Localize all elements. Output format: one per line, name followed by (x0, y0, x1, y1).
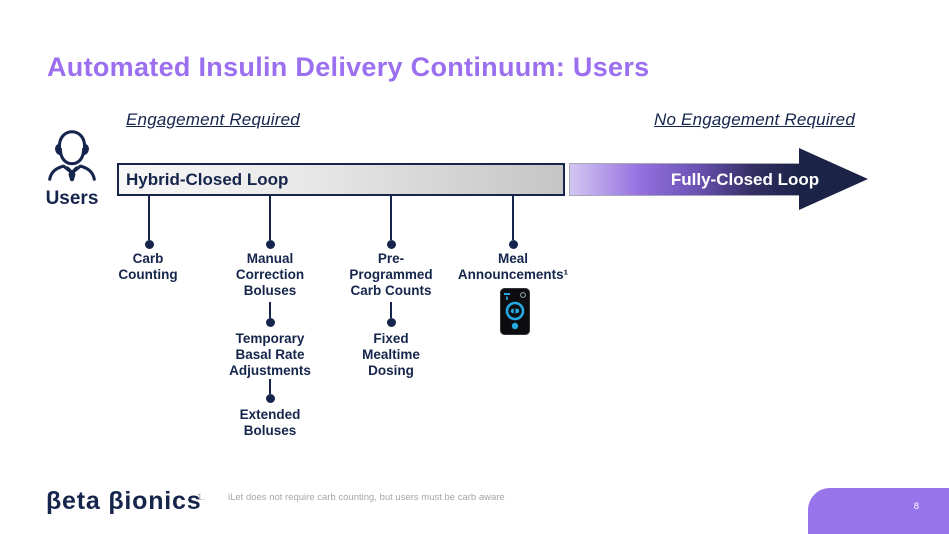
connector-dot (386, 239, 396, 249)
connector-line (390, 302, 392, 318)
hybrid-closed-loop-label: Hybrid-Closed Loop (126, 169, 289, 189)
connector-dot (386, 318, 396, 327)
connector-dot (265, 239, 275, 249)
node-carb-counting: Carb Counting (118, 251, 178, 282)
node-preprogrammed-carbs: Pre- Programmed Carb Counts (349, 251, 433, 298)
connector-line (269, 379, 271, 394)
node-extended-boluses: Extended Boluses (239, 407, 301, 438)
connector-line (512, 196, 514, 240)
footnote-number: 1. (197, 492, 205, 503)
continuum-arrow-head-icon (799, 148, 868, 210)
connector-line (390, 196, 392, 240)
connector-line (148, 196, 150, 240)
connector-line (269, 302, 271, 318)
fully-closed-loop-segment (569, 163, 800, 196)
fully-closed-loop-label: Fully-Closed Loop (670, 169, 820, 189)
connector-dot (144, 239, 154, 249)
node-temporary-basal: Temporary Basal Rate Adjustments (229, 331, 311, 378)
users-figure: Users (34, 124, 110, 210)
hybrid-closed-loop-segment: Hybrid-Closed Loop (117, 163, 565, 196)
users-label: Users (45, 188, 99, 209)
page-number: 8 (913, 501, 919, 512)
page-title: Automated Insulin Delivery Continuum: Us… (47, 52, 650, 82)
connector-dot (265, 318, 275, 327)
node-manual-correction: Manual Correction Boluses (235, 251, 305, 298)
connector-dot (508, 239, 518, 249)
engagement-required-label: Engagement Required (126, 110, 300, 129)
beta-bionics-logo: βeta βionics (46, 487, 202, 515)
footnote-text: iLet does not require carb counting, but… (228, 492, 505, 503)
no-engagement-required-label: No Engagement Required (654, 110, 855, 129)
ilet-pump-icon (500, 288, 530, 335)
node-meal-announcements: Meal Announcements¹ (457, 251, 569, 282)
person-user-icon (48, 130, 96, 182)
page-number-tab: 8 (808, 488, 949, 534)
node-fixed-mealtime: Fixed Mealtime Dosing (362, 331, 420, 378)
connector-line (269, 196, 271, 240)
connector-dot (265, 393, 275, 403)
